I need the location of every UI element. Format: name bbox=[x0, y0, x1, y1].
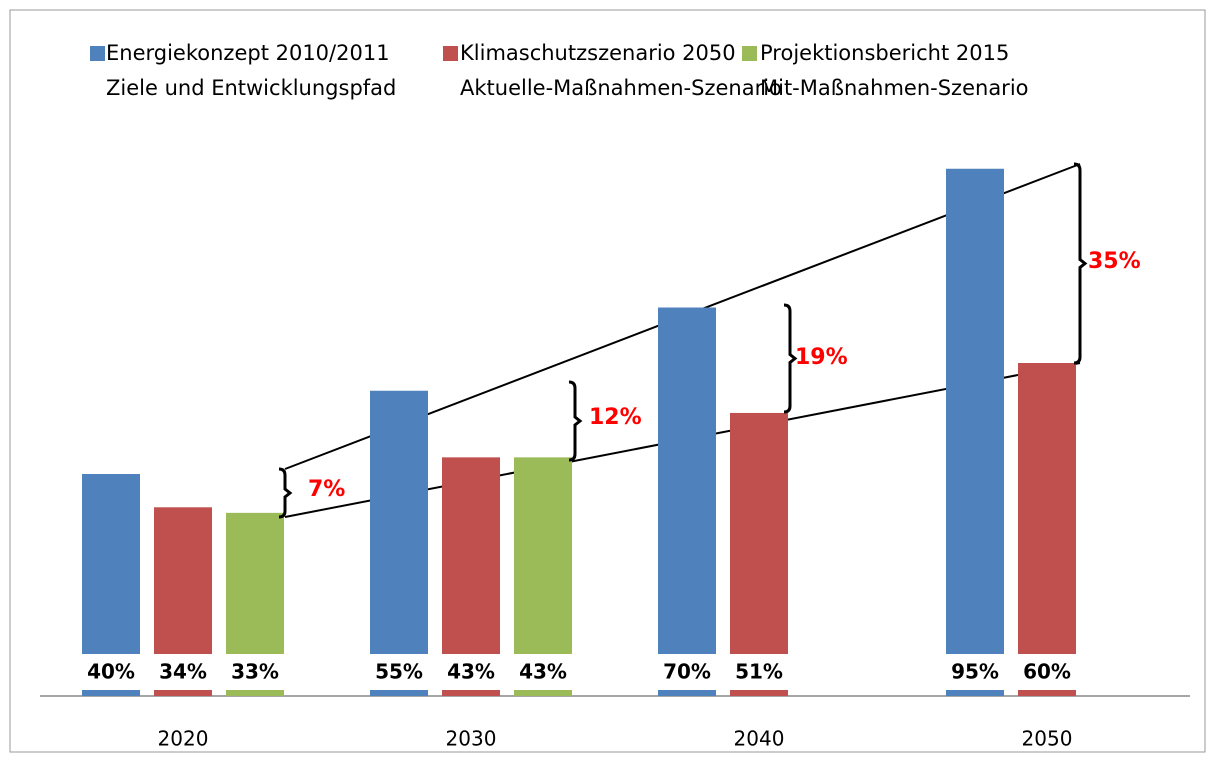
legend-label: Energiekonzept 2010/2011 Ziele und Entwi… bbox=[106, 41, 397, 100]
x-tick-label: 2040 bbox=[734, 727, 785, 751]
value-label: 70% bbox=[663, 660, 711, 684]
value-label: 34% bbox=[159, 660, 207, 684]
gap-bracket bbox=[1073, 162, 1088, 365]
label-bg bbox=[369, 654, 429, 690]
bar bbox=[946, 168, 1004, 696]
frame bbox=[9, 9, 1206, 753]
value-label: 55% bbox=[375, 660, 423, 684]
annotation: 19% bbox=[795, 345, 848, 370]
label-bg bbox=[657, 654, 717, 690]
label-bg bbox=[441, 654, 501, 690]
x-tick-label: 2030 bbox=[446, 727, 497, 751]
gap-bracket bbox=[568, 380, 583, 462]
gap-bracket bbox=[278, 467, 293, 519]
value-label: 95% bbox=[951, 660, 999, 684]
label-bg bbox=[225, 654, 285, 690]
value-label: 43% bbox=[519, 660, 567, 684]
x-tick-label: 2050 bbox=[1022, 727, 1073, 751]
label-bg bbox=[945, 654, 1005, 690]
bar bbox=[658, 307, 716, 696]
label-bg bbox=[1017, 654, 1077, 690]
label-bg bbox=[513, 654, 573, 690]
label-bg bbox=[81, 654, 141, 690]
legend-swatch bbox=[90, 46, 105, 61]
value-label: 33% bbox=[231, 660, 279, 684]
value-label: 51% bbox=[735, 660, 783, 684]
bar bbox=[1018, 363, 1076, 696]
value-label: 60% bbox=[1023, 660, 1071, 684]
legend-label: Projektionsbericht 2015 Mit-Maßnahmen-Sz… bbox=[760, 41, 1029, 100]
label-bg bbox=[729, 654, 789, 690]
annotation: 35% bbox=[1088, 249, 1141, 274]
x-tick-label: 2020 bbox=[158, 727, 209, 751]
bar bbox=[370, 390, 428, 696]
annotation: 12% bbox=[589, 405, 642, 430]
legend-swatch bbox=[742, 46, 757, 61]
legend-label: Klimaschutzszenario 2050 Aktuelle-Maßnah… bbox=[460, 41, 782, 100]
value-label: 43% bbox=[447, 660, 495, 684]
value-label: 40% bbox=[87, 660, 135, 684]
legend-swatch bbox=[443, 46, 458, 61]
label-bg bbox=[153, 654, 213, 690]
annotation: 7% bbox=[308, 477, 345, 502]
gap-bracket bbox=[783, 303, 798, 414]
bar bbox=[730, 412, 788, 696]
